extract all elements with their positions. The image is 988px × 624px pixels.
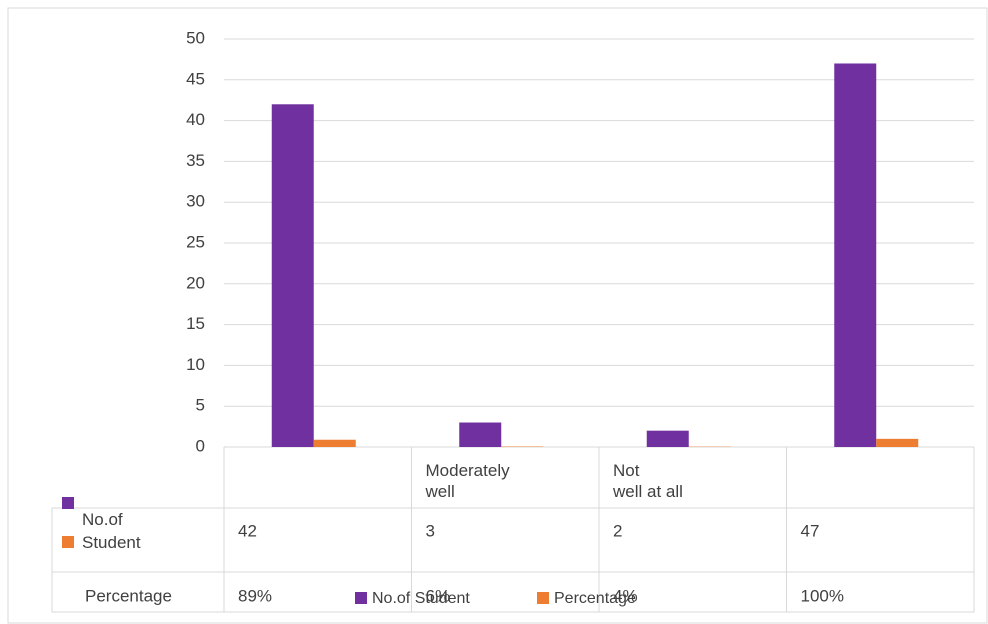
- y-tick-label: 35: [186, 151, 205, 170]
- y-tick-label: 20: [186, 273, 205, 292]
- y-tick-label: 5: [196, 396, 205, 415]
- bar: [834, 63, 877, 447]
- table-value: 6%: [426, 586, 451, 605]
- bar: [313, 439, 356, 447]
- row-header: No.of Student: [82, 510, 141, 552]
- legend-swatch: [537, 592, 549, 604]
- table-value: 3: [426, 521, 435, 540]
- bar: [271, 104, 314, 447]
- y-tick-label: 10: [186, 355, 205, 374]
- table-value: 4%: [613, 586, 638, 605]
- bar: [646, 430, 689, 447]
- legend-label: Percentage: [554, 590, 636, 607]
- table-value: 100%: [801, 586, 844, 605]
- legend-label: No.of Student: [372, 590, 470, 607]
- y-tick-label: 25: [186, 232, 205, 251]
- table-value: 42: [238, 521, 257, 540]
- legend-key: [62, 536, 74, 548]
- y-tick-label: 30: [186, 192, 205, 211]
- y-tick-label: 40: [186, 110, 205, 129]
- legend-swatch: [355, 592, 367, 604]
- row-header: Percentage: [85, 586, 172, 605]
- x-tick-label: Moderately well: [425, 461, 511, 501]
- table-value: 89%: [238, 586, 272, 605]
- y-tick-label: 50: [186, 28, 205, 47]
- bar: [459, 422, 502, 447]
- y-tick-label: 15: [186, 314, 205, 333]
- legend-key: [62, 497, 74, 509]
- chart-border: [7, 7, 988, 624]
- x-tick-label: Not well at all: [612, 461, 683, 501]
- table-value: 47: [801, 521, 820, 540]
- y-tick-label: 45: [186, 69, 205, 88]
- table-value: 2: [613, 521, 622, 540]
- bar: [876, 438, 919, 447]
- y-tick-label: 0: [196, 436, 205, 455]
